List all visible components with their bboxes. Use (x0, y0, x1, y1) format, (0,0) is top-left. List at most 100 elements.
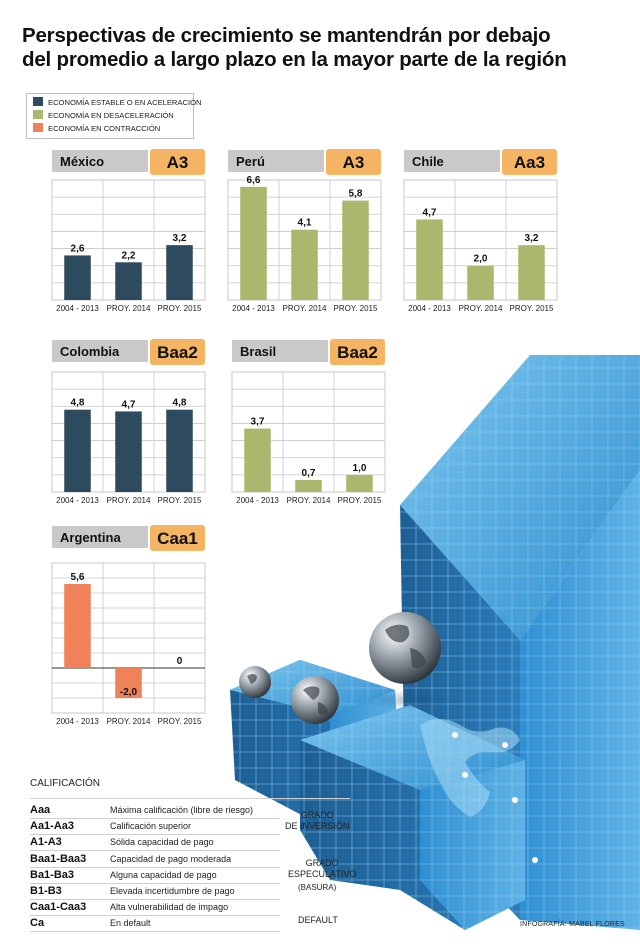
country-name-mexico: México (60, 154, 104, 169)
country-tab-peru (228, 150, 324, 172)
bar-colombia-0 (64, 409, 91, 492)
bar-brasil-1 (295, 480, 322, 492)
category-label-colombia-1: PROY. 2014 (107, 496, 151, 505)
value-label-brasil-1: 0,7 (302, 468, 316, 479)
category-label-brasil-2: PROY. 2015 (338, 496, 382, 505)
value-label-peru-1: 4,1 (298, 218, 312, 229)
rating-row: Ba1-Ba3 Alguna capacidad de pago (30, 867, 280, 884)
rating-row: Aaa Máxima calificación (libre de riesgo) (30, 802, 280, 819)
rating-code: Aaa (30, 804, 51, 816)
ratings-divider (30, 798, 350, 815)
category-label-chile-1: PROY. 2014 (459, 304, 503, 313)
rating-description: Máxima calificación (libre de riesgo) (110, 805, 254, 815)
rating-code: Caa1-Caa3 (30, 901, 87, 914)
ratings-title: CALIFICACIÓN (30, 778, 101, 789)
rating-row: A1-A3 Sólida capacidad de pago (30, 834, 280, 852)
bar-peru-2 (342, 200, 369, 300)
rating-badge-colombia (150, 339, 205, 365)
rating-badge-mexico (150, 149, 205, 175)
rating-mexico: A3 (167, 153, 189, 172)
country-tab-mexico (52, 150, 148, 172)
category-label-brasil-1: PROY. 2014 (287, 496, 331, 505)
rating-badge-brasil (330, 339, 385, 365)
bar-argentina-0 (64, 584, 91, 668)
group-default: DEFAULT (298, 915, 338, 925)
bar-brasil-0 (244, 428, 271, 492)
value-label-colombia-2: 4,8 (173, 398, 187, 409)
group-basura: (BASURA) (298, 883, 337, 892)
rating-code: B1-B3 (30, 885, 62, 897)
value-label-chile-2: 3,2 (525, 233, 539, 244)
rating-description: Alguna capacidad de pago (110, 869, 217, 880)
country-tab-colombia (52, 340, 148, 362)
rating-code: Ca (30, 917, 45, 930)
country-tab-brasil (232, 340, 328, 362)
country-name-argentina: Argentina (60, 530, 121, 545)
bar-argentina-1 (115, 668, 142, 698)
legend-label-desaceleracion: ECONOMÍA EN DESACELERACIÓN (48, 111, 174, 120)
rating-code: A1-A3 (30, 836, 62, 849)
rating-row: Ca En default (30, 915, 280, 933)
value-label-colombia-1: 4,7 (122, 399, 136, 410)
bar-brasil-2 (346, 474, 373, 492)
rating-badge-peru (326, 149, 381, 175)
chart-argentina: Argentina Caa1 5,6 2004 - 2013 -2,0 PROY. 201… (51, 525, 206, 726)
legend-label-estable: ECONOMÍA ESTABLE O EN ACELERACIÓN (48, 98, 202, 107)
rating-description: Sólida capacidad de pago (110, 837, 214, 848)
rating-brasil: Baa2 (337, 343, 378, 362)
bar-chile-0 (416, 219, 443, 300)
rating-description: En default (110, 918, 151, 929)
rating-code: Aa1-Aa3 (30, 820, 75, 833)
legend-label-contraccion: ECONOMÍA EN CONTRACCIÓN (48, 124, 161, 133)
category-label-colombia-0: 2004 - 2013 (56, 496, 99, 505)
category-label-brasil-0: 2004 - 2013 (236, 496, 279, 505)
bar-colombia-2 (166, 409, 193, 492)
chart-peru: Perú A3 6,6 2004 - 2013 4,1 PROY. 2014 5,8 PROY… (227, 149, 382, 313)
country-name-chile: Chile (412, 154, 444, 169)
title-line-1: Perspectivas de crecimiento se mantendrá… (22, 24, 551, 47)
bar-colombia-1 (115, 411, 142, 492)
value-label-mexico-1: 2,2 (122, 250, 136, 261)
rating-code: Ba1-Ba3 (30, 868, 75, 881)
rating-description: Calificación superior (110, 821, 192, 832)
legend-swatch-estable (33, 97, 43, 106)
country-tab-argentina (52, 526, 148, 548)
value-label-peru-0: 6,6 (247, 175, 261, 186)
value-label-brasil-2: 1,0 (353, 463, 367, 474)
value-label-chile-0: 4,7 (423, 207, 437, 218)
rating-description: Elevada incertidumbre de pago (110, 886, 235, 896)
title-line-2: del promedio a largo plazo en la mayor p… (22, 48, 567, 71)
category-label-colombia-2: PROY. 2015 (158, 496, 202, 505)
rating-peru: A3 (343, 153, 365, 172)
bar-mexico-1 (115, 262, 142, 300)
rating-code: Baa1-Baa3 (30, 852, 87, 865)
bar-peru-1 (291, 229, 318, 300)
country-name-peru: Perú (236, 154, 265, 169)
infographic-title: Perspectivas de crecimiento se mantendrá… (22, 24, 622, 72)
category-label-mexico-0: 2004 - 2013 (56, 304, 99, 313)
bar-peru-0 (240, 186, 267, 300)
category-label-chile-0: 2004 - 2013 (408, 304, 451, 313)
category-label-mexico-2: PROY. 2015 (158, 304, 202, 313)
legend-swatch-desaceleracion (33, 110, 43, 119)
group-grado-especulativo: GRADO ESPECULATIVO (288, 858, 357, 879)
bar-mexico-0 (64, 255, 91, 300)
category-label-argentina-0: 2004 - 2013 (56, 717, 99, 726)
rating-description: Capacidad de pago moderada (110, 853, 232, 864)
bar-chile-1 (467, 265, 494, 300)
value-label-peru-2: 5,8 (349, 189, 363, 200)
legend-item-desaceleracion: ECONOMÍA EN DESACELERACIÓN (33, 110, 174, 122)
value-label-mexico-2: 3,2 (173, 233, 187, 244)
rating-chile: Aa3 (514, 153, 545, 172)
country-tab-chile (404, 150, 500, 172)
category-label-argentina-1: PROY. 2014 (107, 717, 151, 726)
rating-badge-chile (502, 149, 557, 175)
rating-colombia: Baa2 (157, 343, 198, 362)
category-label-mexico-1: PROY. 2014 (107, 304, 151, 313)
rating-row: Caa1-Caa3 Alta vulnerabilidad de impago (30, 899, 280, 917)
value-label-colombia-0: 4,8 (71, 398, 85, 409)
legend-swatch-contraccion (33, 123, 43, 132)
rating-badge-argentina (150, 525, 205, 551)
rating-description: Alta vulnerabilidad de impago (110, 902, 229, 913)
